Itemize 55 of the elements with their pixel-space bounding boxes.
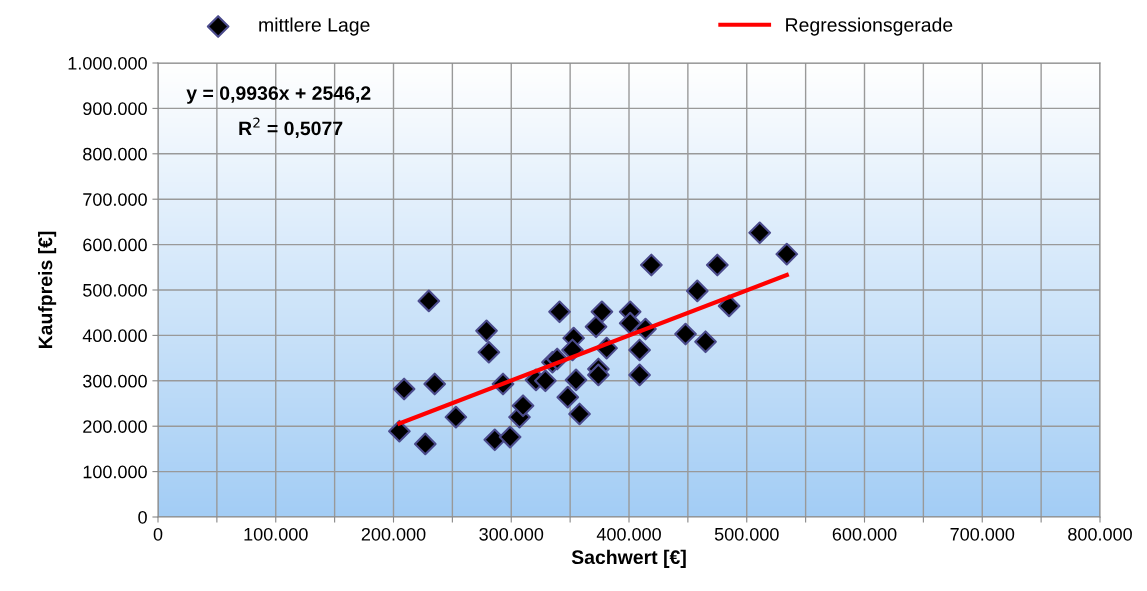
y-tick-label: 500.000 bbox=[83, 283, 147, 297]
point bbox=[534, 369, 557, 393]
x-tick-label: 400.000 bbox=[596, 527, 661, 541]
point bbox=[417, 289, 441, 313]
y-tick-label: 1.000.000 bbox=[68, 56, 147, 70]
point bbox=[674, 322, 697, 346]
point bbox=[483, 428, 507, 452]
point bbox=[477, 340, 501, 364]
x-tick-label: 0 bbox=[153, 527, 163, 541]
x-tick-label: 500.000 bbox=[714, 527, 779, 541]
point bbox=[548, 300, 571, 324]
point bbox=[392, 377, 416, 401]
y-tick-label: 900.000 bbox=[83, 102, 147, 116]
x-axis-title: Sachwert [€] bbox=[571, 549, 686, 568]
y-tick-label: 400.000 bbox=[82, 329, 147, 343]
y-tick-label: 800.000 bbox=[83, 147, 147, 161]
x-tick-label: 600.000 bbox=[832, 527, 897, 541]
point bbox=[685, 279, 709, 303]
y-tick-label: 600.000 bbox=[83, 238, 147, 252]
point bbox=[556, 385, 580, 409]
point bbox=[511, 394, 535, 418]
annotation: y = 0,9936x + 2546,2 bbox=[186, 86, 371, 104]
point bbox=[628, 363, 651, 387]
y-tick-label: 200.000 bbox=[83, 420, 147, 433]
point bbox=[694, 330, 717, 354]
y-tick-label: 700.000 bbox=[83, 193, 147, 206]
point bbox=[584, 315, 608, 339]
point bbox=[587, 363, 610, 387]
point bbox=[413, 432, 437, 456]
point bbox=[568, 402, 591, 426]
point bbox=[775, 242, 799, 266]
y-tick-label: 300.000 bbox=[83, 374, 147, 388]
x-tick-label: 200.000 bbox=[361, 527, 426, 541]
x-tick-label: 300.000 bbox=[479, 527, 544, 541]
legend-label: Regressionsgerade bbox=[786, 17, 953, 36]
annotation: R$^{2}$ = 0,5077 bbox=[239, 117, 343, 139]
point bbox=[423, 372, 447, 396]
point bbox=[618, 311, 642, 335]
x-tick-label: 100.000 bbox=[244, 527, 308, 541]
point bbox=[498, 425, 522, 449]
x-tick-label: 800.000 bbox=[1068, 527, 1132, 541]
point bbox=[590, 300, 614, 324]
point bbox=[640, 253, 663, 277]
point bbox=[705, 253, 729, 277]
point bbox=[628, 338, 651, 362]
y-axis-title: Kaufpreis [€] bbox=[38, 231, 57, 349]
point bbox=[475, 319, 498, 343]
point bbox=[388, 419, 411, 443]
y-tick-label: 0 bbox=[138, 510, 147, 524]
x-tick-label: 700.000 bbox=[950, 527, 1015, 541]
point bbox=[748, 221, 772, 245]
legend-label: mittlere Lage bbox=[259, 17, 370, 36]
point bbox=[564, 368, 588, 392]
point bbox=[444, 405, 468, 429]
y-tick-label: 100.000 bbox=[83, 465, 147, 479]
